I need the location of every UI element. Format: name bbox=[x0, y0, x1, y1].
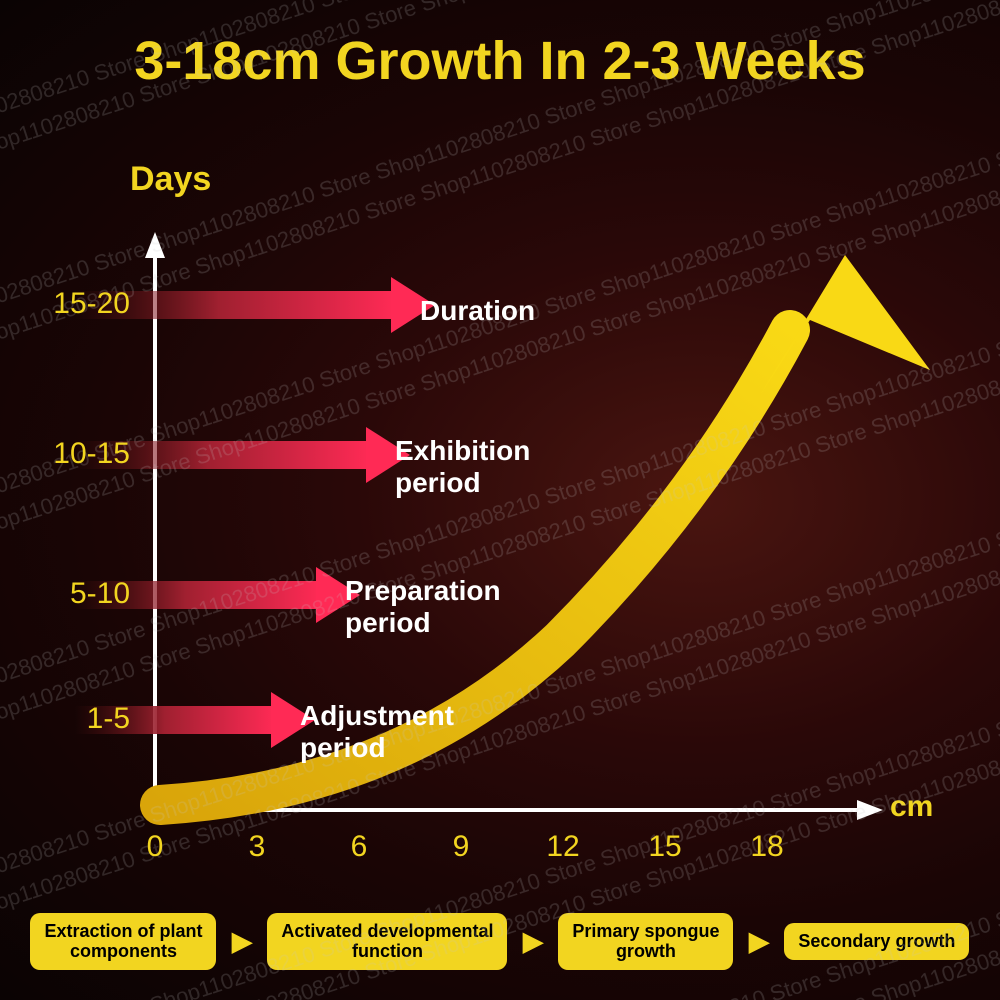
x-tick: 15 bbox=[635, 830, 695, 864]
footer-step: Activated developmentalfunction bbox=[267, 913, 507, 970]
footer-arrow-icon: ▶ bbox=[232, 926, 252, 957]
y-tick: 1-5 bbox=[40, 702, 130, 736]
footer-arrow-icon: ▶ bbox=[749, 926, 769, 957]
stage-label: Duration bbox=[420, 295, 535, 327]
x-axis-label: cm bbox=[890, 790, 933, 824]
stage-label: Adjustmentperiod bbox=[300, 700, 454, 764]
y-tick: 10-15 bbox=[40, 437, 130, 471]
x-tick: 3 bbox=[227, 830, 287, 864]
stage-label: Exhibitionperiod bbox=[395, 435, 530, 499]
x-tick: 6 bbox=[329, 830, 389, 864]
footer-steps: Extraction of plantcomponents ▶ Activated … bbox=[0, 913, 1000, 970]
footer-arrow-icon: ▶ bbox=[523, 926, 543, 957]
x-tick: 18 bbox=[737, 830, 797, 864]
footer-step: Secondary growth bbox=[784, 923, 969, 960]
x-tick: 0 bbox=[125, 830, 185, 864]
y-tick: 5-10 bbox=[40, 577, 130, 611]
y-tick: 15-20 bbox=[40, 287, 130, 321]
x-tick: 9 bbox=[431, 830, 491, 864]
y-axis-label: Days bbox=[130, 160, 211, 199]
stage-label: Preparationperiod bbox=[345, 575, 501, 639]
x-tick: 12 bbox=[533, 830, 593, 864]
footer-step: Primary sponguegrowth bbox=[558, 913, 733, 970]
footer-step: Extraction of plantcomponents bbox=[30, 913, 216, 970]
